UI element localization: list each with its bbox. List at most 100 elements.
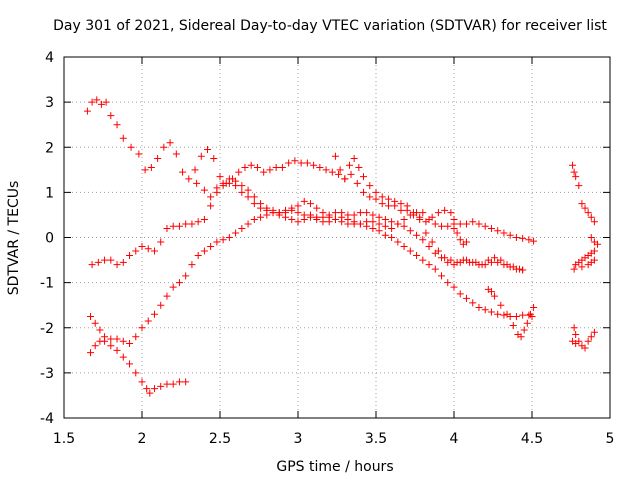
- data-point: [132, 247, 140, 255]
- data-point: [269, 206, 277, 214]
- data-point: [310, 161, 318, 169]
- data-point: [372, 195, 380, 203]
- data-point: [113, 261, 121, 269]
- data-point: [197, 152, 205, 160]
- chart-title: Day 301 of 2021, Sidereal Day-to-day VTE…: [53, 18, 607, 34]
- data-point: [313, 204, 321, 212]
- data-point: [331, 152, 339, 160]
- data-point: [88, 98, 96, 106]
- data-point: [584, 261, 592, 269]
- data-point: [244, 186, 252, 194]
- data-point: [519, 266, 527, 274]
- data-point: [428, 238, 436, 246]
- data-point: [132, 333, 140, 341]
- data-point: [182, 272, 190, 280]
- data-point: [213, 238, 221, 246]
- data-point: [253, 164, 261, 172]
- data-point: [363, 222, 371, 230]
- data-point: [150, 310, 158, 318]
- data-point: [425, 261, 433, 269]
- data-point: [232, 177, 240, 185]
- data-point: [397, 200, 405, 208]
- data-point: [232, 229, 240, 237]
- data-point: [207, 193, 215, 201]
- x-tick-label: 3.5: [365, 431, 387, 447]
- data-point: [119, 134, 127, 142]
- x-tick-label: 2: [138, 431, 147, 447]
- data-point: [384, 195, 392, 203]
- data-point: [87, 312, 95, 320]
- data-point: [313, 213, 321, 221]
- x-tick-label: 2.5: [209, 431, 231, 447]
- data-point: [288, 206, 296, 214]
- data-point: [328, 168, 336, 176]
- data-point: [494, 227, 502, 235]
- data-point: [512, 265, 520, 273]
- data-point: [316, 164, 324, 172]
- data-point: [169, 222, 177, 230]
- data-point: [216, 173, 224, 181]
- data-point: [163, 292, 171, 300]
- data-point: [431, 220, 439, 228]
- data-point: [91, 342, 99, 350]
- data-point: [500, 261, 508, 269]
- data-point: [282, 209, 290, 217]
- data-point: [456, 220, 464, 228]
- data-point: [138, 243, 146, 251]
- data-point: [244, 193, 252, 201]
- data-point: [157, 238, 165, 246]
- data-point: [378, 193, 386, 201]
- data-point: [428, 213, 436, 221]
- data-point: [132, 369, 140, 377]
- data-point: [491, 292, 499, 300]
- data-point: [347, 170, 355, 178]
- data-point: [294, 209, 302, 217]
- data-point: [335, 170, 343, 178]
- grid: [64, 57, 610, 418]
- data-point: [188, 261, 196, 269]
- data-point: [244, 220, 252, 228]
- data-point: [453, 229, 461, 237]
- data-point: [107, 342, 115, 350]
- series-track-e: [193, 175, 527, 274]
- data-point: [378, 200, 386, 208]
- data-point: [519, 234, 527, 242]
- data-point: [325, 211, 333, 219]
- data-point: [487, 224, 495, 232]
- data-point: [570, 168, 578, 176]
- data-point: [126, 252, 134, 260]
- data-point: [250, 200, 258, 208]
- data-point: [300, 197, 308, 205]
- data-point: [570, 324, 578, 332]
- data-point: [263, 211, 271, 219]
- data-point: [469, 299, 477, 307]
- y-axis-label: SDTVAR / TECUs: [6, 181, 22, 296]
- data-point: [512, 312, 520, 320]
- data-point: [394, 220, 402, 228]
- data-point: [520, 326, 528, 334]
- data-point: [413, 252, 421, 260]
- data-point: [97, 100, 105, 108]
- data-point: [475, 220, 483, 228]
- data-point: [204, 146, 212, 154]
- data-point: [127, 143, 135, 151]
- data-point: [406, 227, 414, 235]
- data-point: [238, 182, 246, 190]
- data-point: [83, 107, 91, 115]
- y-tick-label: 4: [45, 50, 54, 66]
- data-point: [138, 378, 146, 386]
- data-point: [425, 243, 433, 251]
- data-point: [581, 204, 589, 212]
- data-point: [525, 236, 533, 244]
- data-point: [590, 218, 598, 226]
- x-tick-label: 3: [294, 431, 303, 447]
- data-point: [434, 209, 442, 217]
- data-point: [257, 200, 265, 208]
- data-point: [319, 213, 327, 221]
- data-point: [526, 310, 534, 318]
- data-point: [102, 98, 110, 106]
- data-point: [438, 272, 446, 280]
- data-point: [413, 231, 421, 239]
- data-point: [213, 184, 221, 192]
- data-point: [450, 283, 458, 291]
